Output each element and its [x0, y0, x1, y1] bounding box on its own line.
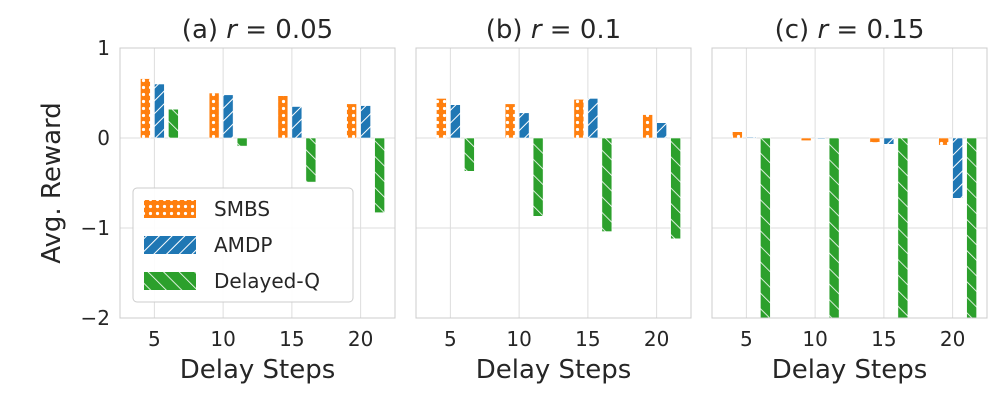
bar-smbs-15 [869, 137, 881, 143]
bar-smbs-20 [346, 103, 357, 139]
y-axis-label: Avg. Reward [37, 102, 67, 264]
bars [436, 98, 681, 240]
bar-smbs-10 [208, 92, 220, 139]
x-tick-label: 15 [871, 327, 896, 351]
y-tick-label: −2 [81, 306, 110, 330]
bar-delayed-q-20 [966, 137, 977, 318]
bar-smbs-15 [277, 95, 289, 139]
bar-amdp-20 [952, 137, 963, 199]
bar-smbs-15 [573, 99, 585, 139]
panel-title: (a) r = 0.05 [182, 15, 333, 45]
plot-area [416, 48, 691, 318]
bar-amdp-15 [883, 137, 895, 145]
plot-frame [415, 47, 692, 319]
x-axis-label: Delay Steps [476, 355, 632, 385]
y-tick-label: 1 [97, 36, 110, 60]
x-tick-label: 20 [644, 327, 669, 351]
x-tick-label: 15 [575, 327, 600, 351]
y-tick-label: 0 [97, 126, 110, 150]
legend-label: AMDP [214, 233, 272, 257]
x-axis-label: Delay Steps [772, 355, 928, 385]
bar-smbs-10 [504, 103, 516, 139]
bar-amdp-15 [291, 106, 303, 139]
bar-smbs-20 [938, 137, 949, 146]
bar-delayed-q-10 [828, 137, 840, 318]
legend-swatch-amdp [144, 236, 196, 254]
bar-smbs-5 [436, 98, 447, 139]
bar-amdp-5 [154, 83, 165, 139]
panel-2: 5 10 15 20 Delay Steps (c) r = 0.15 [711, 15, 988, 385]
bar-delayed-q-5 [168, 108, 179, 139]
x-tick-label: 5 [444, 327, 457, 351]
legend-swatch-delayed-q [144, 272, 196, 290]
bar-amdp-15 [587, 98, 599, 139]
bar-amdp-10 [518, 112, 530, 139]
legend-label: SMBS [214, 197, 270, 221]
bar-delayed-q-20 [374, 137, 385, 213]
x-tick-label: 15 [279, 327, 304, 351]
bar-delayed-q-5 [760, 137, 771, 318]
x-tick-label: 10 [802, 327, 827, 351]
bar-delayed-q-15 [305, 137, 317, 183]
x-tick-label: 10 [506, 327, 531, 351]
bar-amdp-5 [746, 136, 757, 139]
bar-delayed-q-15 [897, 137, 909, 318]
bar-smbs-5 [732, 131, 743, 139]
panel-title: (b) r = 0.1 [486, 15, 621, 45]
bar-delayed-q-10 [532, 137, 544, 217]
x-tick-label: 10 [210, 327, 235, 351]
bars [732, 131, 977, 318]
bar-delayed-q-15 [601, 137, 613, 232]
bars [140, 78, 385, 213]
bar-amdp-20 [360, 105, 371, 139]
bar-amdp-5 [450, 104, 461, 139]
legend-label: Delayed-Q [214, 269, 320, 293]
bar-amdp-10 [814, 137, 826, 140]
plot-area [712, 48, 987, 318]
y-tick-label: −1 [81, 216, 110, 240]
x-axis-label: Delay Steps [180, 355, 336, 385]
bar-delayed-q-10 [236, 137, 248, 147]
bar-smbs-5 [140, 78, 151, 139]
x-tick-label: 5 [148, 327, 161, 351]
legend: SMBS AMDP Delayed-Q [132, 187, 354, 303]
bar-delayed-q-20 [670, 137, 681, 240]
panel-1: 5 10 15 20 Delay Steps (b) r = 0.1 [415, 15, 692, 385]
panel-title: (c) r = 0.15 [775, 15, 925, 45]
bar-smbs-20 [642, 114, 653, 139]
bar-delayed-q-5 [464, 137, 475, 172]
x-tick-label: 20 [940, 327, 965, 351]
bar-amdp-10 [222, 94, 234, 139]
bar-amdp-20 [656, 122, 667, 139]
plot-frame [711, 47, 988, 319]
bar-smbs-10 [800, 137, 812, 141]
x-tick-label: 20 [348, 327, 373, 351]
plot-frame [119, 47, 396, 319]
x-tick-label: 5 [740, 327, 753, 351]
legend-swatch-smbs [144, 200, 196, 218]
